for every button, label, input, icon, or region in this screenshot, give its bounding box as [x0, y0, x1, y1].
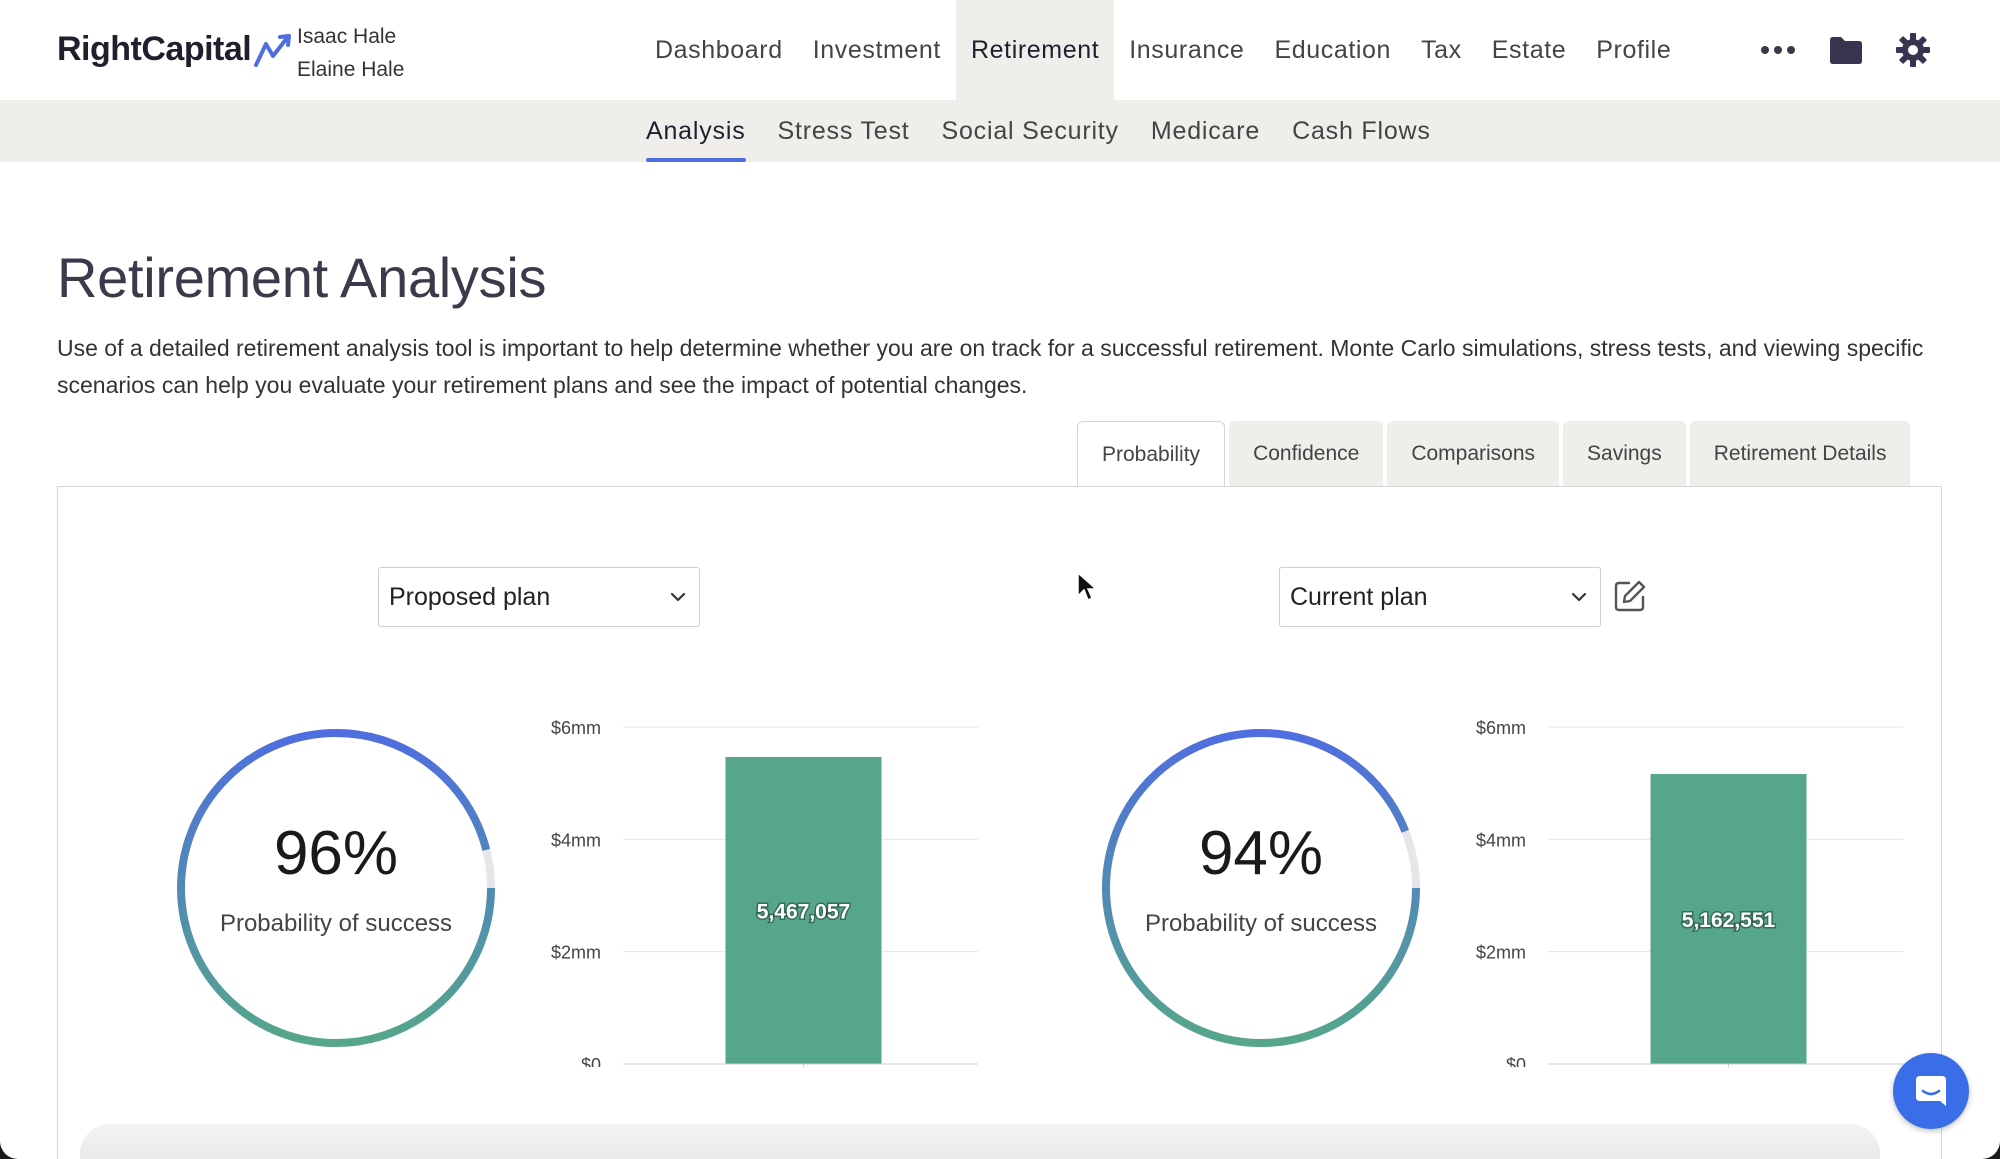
bar[interactable]: [725, 756, 882, 1064]
page-description: Use of a detailed retirement analysis to…: [57, 335, 1924, 398]
y-tick-label: $6mm: [1476, 718, 1526, 738]
probability-value: 94%: [1198, 819, 1324, 888]
folder-icon[interactable]: [1828, 35, 1864, 65]
chevron-down-icon: [1571, 592, 1587, 602]
bottom-card-edge: [80, 1124, 1880, 1159]
subtab-social-security[interactable]: Social Security: [941, 116, 1119, 145]
tab-comparisons[interactable]: Comparisons: [1387, 421, 1560, 487]
nav-retirement[interactable]: Retirement: [955, 0, 1115, 100]
nav-investment[interactable]: Investment: [812, 35, 941, 64]
page-title: Retirement Analysis: [57, 246, 547, 309]
bar-data-label: 5,467,057: [757, 900, 850, 923]
y-tick-label: $4mm: [551, 830, 601, 850]
gear-icon[interactable]: [1896, 33, 1930, 67]
gauge-ring: [177, 729, 495, 1047]
nav-dashboard[interactable]: Dashboard: [655, 35, 783, 64]
y-tick-label: $6mm: [551, 718, 601, 738]
brand-logo[interactable]: RightCapital: [57, 30, 295, 69]
plan-select-left-value: Proposed plan: [389, 582, 551, 611]
probability-gauge-right: 94% Probability of success: [1096, 723, 1426, 1053]
chat-launcher-button[interactable]: [1893, 1053, 1969, 1129]
probability-label: Probability of success: [1144, 910, 1378, 937]
gauge-progress-arc: [1102, 729, 1420, 1047]
nav-icons: [1760, 0, 1930, 100]
y-tick-label: $0: [581, 1055, 601, 1067]
tab-savings[interactable]: Savings: [1563, 421, 1686, 487]
bar[interactable]: [1650, 774, 1807, 1064]
tab-confidence[interactable]: Confidence: [1229, 421, 1384, 487]
chevron-down-icon: [670, 592, 686, 602]
brand-name: RightCapital: [57, 30, 252, 68]
probability-label: Probability of success: [219, 910, 453, 937]
plan-select-right[interactable]: Current plan: [1279, 567, 1601, 627]
probability-panel: Proposed plan 96% Probability of success…: [57, 486, 1942, 1159]
mouse-cursor-icon: [1077, 571, 1098, 602]
y-tick-label: $4mm: [1476, 830, 1526, 850]
nav-education[interactable]: Education: [1274, 35, 1392, 64]
client-name-spouse: Elaine Hale: [297, 58, 405, 81]
plan-select-right-value: Current plan: [1290, 582, 1428, 611]
client-name-primary: Isaac Hale: [297, 25, 397, 48]
more-icon[interactable]: [1760, 45, 1796, 55]
tab-probability[interactable]: Probability: [1077, 421, 1226, 488]
ending-assets-chart-right: $0 $2mm $4mm $6mm 5,162,551: [1476, 718, 1903, 1067]
sub-navbar: Analysis Stress Test Social Security Med…: [0, 100, 2000, 162]
subtab-medicare[interactable]: Medicare: [1150, 116, 1261, 145]
subtab-cash-flows[interactable]: Cash Flows: [1292, 116, 1431, 145]
probability-gauge-left: 96% Probability of success: [171, 723, 501, 1053]
nav-insurance[interactable]: Insurance: [1129, 35, 1245, 64]
y-tick-label: $2mm: [551, 943, 601, 963]
gauge-progress-arc: [177, 729, 495, 1047]
sub-nav: Analysis Stress Test Social Security Med…: [630, 100, 1447, 162]
ending-assets-chart-left: $0 $2mm $4mm $6mm 5,467,057: [551, 718, 978, 1067]
nav-tax[interactable]: Tax: [1421, 35, 1462, 64]
plan-select-left[interactable]: Proposed plan: [378, 567, 700, 627]
nav-profile[interactable]: Profile: [1596, 35, 1672, 64]
y-tick-label: $0: [1506, 1055, 1526, 1067]
client-names[interactable]: Isaac Hale Elaine Hale: [297, 20, 404, 86]
logo-arrow-icon: [254, 33, 292, 67]
bar-data-label: 5,162,551: [1682, 909, 1776, 932]
main-nav: Dashboard Investment Retirement Insuranc…: [640, 0, 1686, 100]
chat-icon: [1916, 1076, 1946, 1106]
nav-estate[interactable]: Estate: [1491, 35, 1567, 64]
subtab-analysis[interactable]: Analysis: [630, 100, 762, 162]
top-navbar: RightCapital Isaac Hale Elaine Hale Dash…: [0, 0, 2000, 100]
tab-retirement-details[interactable]: Retirement Details: [1689, 421, 1911, 487]
edit-icon[interactable]: [1613, 579, 1647, 613]
analysis-tabs: Probability Confidence Comparisons Savin…: [1077, 421, 1911, 488]
subtab-stress-test[interactable]: Stress Test: [777, 116, 910, 145]
gauge-ring: [1102, 729, 1420, 1047]
probability-value: 96%: [273, 819, 399, 888]
y-tick-label: $2mm: [1476, 943, 1526, 963]
